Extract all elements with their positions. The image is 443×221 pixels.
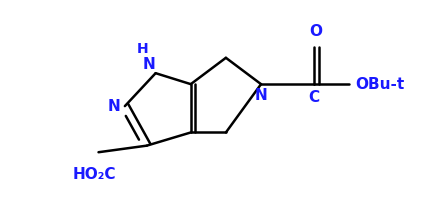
Text: N: N: [143, 57, 155, 72]
Text: O: O: [309, 24, 323, 39]
Text: N: N: [108, 99, 120, 114]
Text: H: H: [136, 42, 148, 56]
Text: HO₂C: HO₂C: [72, 167, 116, 182]
Text: C: C: [308, 90, 319, 105]
Text: OBu-t: OBu-t: [355, 77, 405, 92]
Text: N: N: [255, 88, 268, 103]
